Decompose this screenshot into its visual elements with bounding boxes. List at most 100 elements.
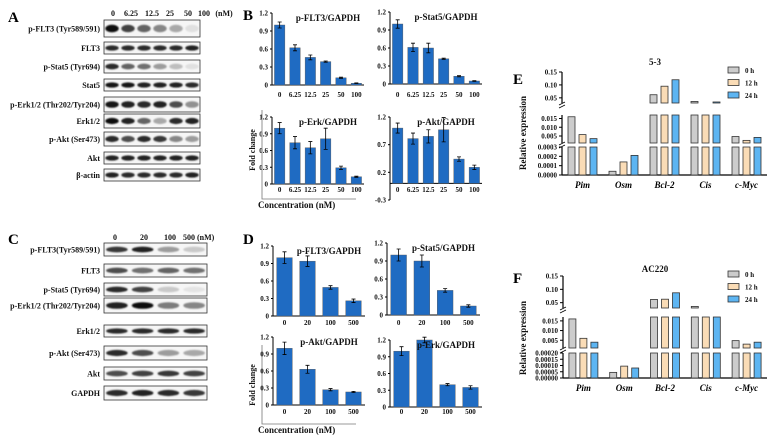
legend-label: 0 h <box>745 271 754 279</box>
y-tick-label: 0.005 <box>542 337 558 345</box>
bar <box>701 352 710 379</box>
y-tick-label: 0.6 <box>260 278 269 286</box>
x-tick-label: 25 <box>440 91 448 99</box>
chart-B2 <box>388 11 482 85</box>
bar <box>701 146 710 176</box>
protein-band <box>169 117 183 125</box>
error-bar <box>339 76 343 79</box>
x-tick-label: 6.25 <box>407 186 420 194</box>
protein-band <box>137 117 151 125</box>
bar <box>672 316 680 349</box>
y-tick-label: 0.6 <box>259 147 268 155</box>
axis-break-mark <box>559 346 567 354</box>
x-tick-label: 0 <box>396 186 400 194</box>
protein-band <box>121 82 135 88</box>
y-tick-label: 0.05 <box>546 299 559 307</box>
protein-band <box>153 45 167 51</box>
error-bar <box>419 254 424 268</box>
chart-title: p-Akt/GAPDH <box>300 337 358 347</box>
panel-label-b: B <box>243 8 253 24</box>
y-tick-label: 0.3 <box>260 385 269 393</box>
error-bar <box>422 336 427 344</box>
legend-label: 0 h <box>745 67 754 75</box>
axis-break-mark <box>558 141 566 149</box>
protein-band <box>157 246 180 253</box>
chart-D3 <box>271 336 365 406</box>
bar <box>690 114 699 144</box>
protein-band <box>105 172 119 178</box>
bar <box>590 341 599 349</box>
unit-label: (nM) <box>215 9 233 18</box>
y-tick-label: 1.2 <box>259 10 268 18</box>
bar <box>712 146 721 176</box>
panel-label-f: F <box>513 271 522 287</box>
x-tick-label: 100 <box>351 186 362 194</box>
protein-band <box>105 117 119 125</box>
bar <box>661 316 669 349</box>
bar <box>579 352 588 379</box>
bar <box>661 352 669 379</box>
bar <box>437 290 454 316</box>
y-tick-label: 0.0002 <box>538 153 558 161</box>
x-tick-label: 0 <box>278 186 282 194</box>
blot-strip <box>103 113 201 129</box>
bar <box>753 341 762 349</box>
protein-band <box>183 349 205 357</box>
bar <box>712 101 721 104</box>
lane-label: 100 <box>198 9 210 18</box>
chart-title: p-Akt/GAPDH <box>417 117 475 127</box>
protein-band <box>157 349 180 357</box>
bar <box>304 57 316 86</box>
protein-band <box>106 370 128 377</box>
blot-strip <box>103 242 208 257</box>
error-bar <box>323 60 328 63</box>
protein-band <box>106 328 128 334</box>
error-bar <box>277 21 282 29</box>
chart-E <box>558 66 767 176</box>
y-tick-label: 0 <box>266 402 270 410</box>
protein-band <box>105 101 119 108</box>
protein-band <box>131 349 154 357</box>
blot-row-label: Erk1/2 <box>76 117 100 126</box>
lane-label: 0 <box>113 233 117 242</box>
bar <box>609 371 618 379</box>
x-tick-label: 0 <box>400 408 404 416</box>
blot-row-label: p-Stat5 (Tyr694) <box>43 63 100 72</box>
y-tick-label: 1.2 <box>377 337 386 345</box>
legend-label: 12 h <box>745 80 758 88</box>
protein-band <box>169 135 183 143</box>
blot-row-label: Stat5 <box>82 81 100 90</box>
bar <box>322 389 339 406</box>
protein-band <box>106 267 128 274</box>
bar <box>742 352 751 379</box>
y-axis-label: Relative expression <box>518 301 528 375</box>
chart-title: p-FLT3/GAPDH <box>297 246 361 256</box>
blot-strip <box>103 385 208 401</box>
y-tick-label: 0.00010 <box>535 362 558 370</box>
chart-title: p-Erk/GAPDH <box>299 117 357 127</box>
blot-frame <box>103 41 201 55</box>
protein-band <box>131 370 154 377</box>
chart-title: p-Stat5/GAPDH <box>415 12 478 22</box>
axis-break-mark <box>558 101 566 109</box>
blot-frame <box>103 96 201 113</box>
error-bar <box>426 129 431 144</box>
lane-label: 25 <box>166 9 174 18</box>
protein-band <box>137 24 151 33</box>
protein-band <box>183 302 205 309</box>
error-bar <box>399 346 404 357</box>
y-tick-label: 0.015 <box>542 317 558 325</box>
y-tick-label: 0.3 <box>259 64 268 72</box>
blot-row-label: p-Akt (Ser473) <box>49 135 100 144</box>
y-tick-label: 0.9 <box>374 258 383 266</box>
protein-band <box>131 302 154 309</box>
bar <box>345 300 362 317</box>
protein-band <box>157 302 180 309</box>
bar <box>753 136 762 144</box>
legend-label: 24 h <box>745 296 758 304</box>
bar <box>671 146 680 176</box>
protein-band <box>183 328 205 334</box>
blot-row-label: GAPDH <box>71 389 101 398</box>
lane-label: 50 <box>184 9 192 18</box>
x-tick-label: 25 <box>440 186 448 194</box>
